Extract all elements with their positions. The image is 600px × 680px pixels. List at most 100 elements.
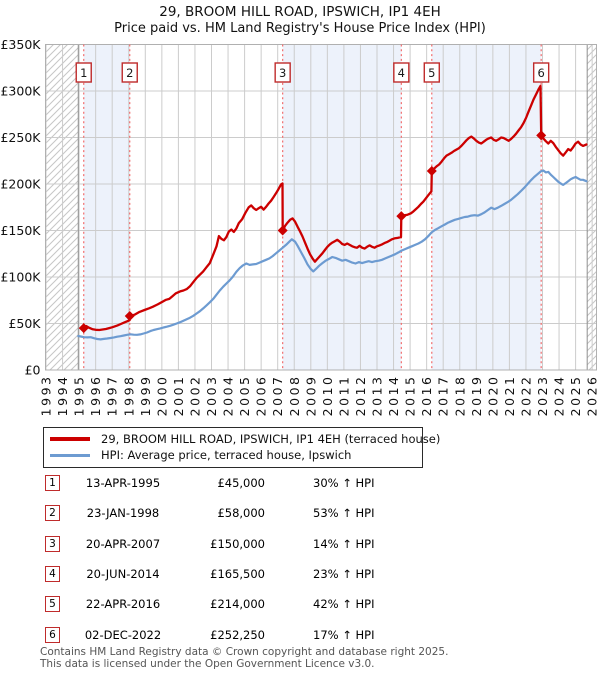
sale-vs-hpi: 17% ↑ HPI bbox=[313, 628, 375, 642]
sale-number-badge: 5 bbox=[45, 596, 60, 612]
x-axis-tick-label: 2013 bbox=[370, 375, 385, 417]
sale-marker-diamond bbox=[78, 323, 89, 334]
property-line-swatch bbox=[50, 437, 90, 441]
sale-price: £150,000 bbox=[210, 537, 265, 551]
sale-number-box bbox=[274, 62, 291, 83]
x-axis-tick-label: 2017 bbox=[436, 375, 451, 417]
y-axis-tick-label: £100K bbox=[0, 270, 41, 285]
sale-number-box bbox=[423, 62, 440, 83]
ownership-band bbox=[431, 44, 542, 370]
sale-vs-hpi: 14% ↑ HPI bbox=[313, 537, 375, 551]
sale-vs-hpi: 23% ↑ HPI bbox=[313, 567, 375, 581]
x-axis-tick-label: 1995 bbox=[72, 375, 87, 417]
sale-number-box bbox=[532, 62, 550, 83]
sale-number-label: 6 bbox=[538, 66, 545, 80]
sale-price: £45,000 bbox=[217, 476, 265, 490]
x-axis-tick-label: 2025 bbox=[568, 375, 583, 417]
sale-row: 4 20-JUN-2014 £165,500 23% ↑ HPI bbox=[45, 566, 565, 585]
sale-row: 3 20-APR-2007 £150,000 14% ↑ HPI bbox=[45, 536, 565, 555]
x-axis-tick-label: 2022 bbox=[518, 375, 533, 417]
sale-number-label: 3 bbox=[279, 66, 286, 80]
license-line-1: Contains HM Land Registry data © Crown c… bbox=[40, 646, 449, 658]
no-data-hatch-left bbox=[45, 44, 79, 370]
sale-price: £214,000 bbox=[210, 597, 265, 611]
sale-number-badge: 6 bbox=[45, 627, 60, 643]
ownership-band bbox=[83, 44, 130, 370]
sale-vs-hpi: 30% ↑ HPI bbox=[313, 476, 375, 490]
sale-price: £58,000 bbox=[217, 506, 265, 520]
sale-number-box bbox=[393, 62, 410, 83]
sale-marker-diamond bbox=[277, 225, 288, 236]
x-axis-tick-label: 2004 bbox=[221, 375, 236, 417]
sale-marker-diamond bbox=[426, 165, 437, 176]
sale-number-badge: 1 bbox=[45, 475, 60, 491]
x-axis-tick-label: 2020 bbox=[485, 375, 500, 417]
page-title: 29, BROOM HILL ROAD, IPSWICH, IP1 4EH bbox=[159, 4, 441, 20]
sale-marker-diamond bbox=[396, 211, 407, 222]
page-subtitle: Price paid vs. HM Land Registry's House … bbox=[114, 21, 486, 36]
x-axis-tick-label: 2021 bbox=[502, 375, 517, 417]
x-axis-tick-label: 2007 bbox=[270, 375, 285, 417]
sale-marker-diamond bbox=[536, 130, 547, 141]
x-axis-tick-label: 2024 bbox=[552, 375, 567, 417]
sale-number-badge: 2 bbox=[45, 505, 60, 521]
y-axis-tick-label: £250K bbox=[0, 130, 41, 145]
x-axis-tick-label: 1999 bbox=[138, 375, 153, 417]
x-axis-tick-label: 1997 bbox=[105, 375, 120, 417]
legend-label-hpi: HPI: Average price, terraced house, Ipsw… bbox=[101, 448, 352, 462]
x-axis-tick-label: 1998 bbox=[121, 375, 136, 417]
x-axis-tick-label: 2005 bbox=[237, 375, 252, 417]
sale-row: 6 02-DEC-2022 £252,250 17% ↑ HPI bbox=[45, 627, 565, 646]
x-axis-tick-label: 2002 bbox=[187, 375, 202, 417]
sale-vs-hpi: 42% ↑ HPI bbox=[313, 597, 375, 611]
x-axis-tick-label: 2019 bbox=[469, 375, 484, 417]
x-axis-tick-label: 2026 bbox=[585, 375, 600, 417]
sale-number-label: 1 bbox=[80, 66, 87, 80]
sale-number-badge: 3 bbox=[45, 536, 60, 552]
sale-marker-diamond bbox=[124, 311, 135, 322]
x-axis-tick-label: 2012 bbox=[353, 375, 368, 417]
x-axis-tick-label: 2014 bbox=[386, 375, 401, 417]
sale-date: 20-APR-2007 bbox=[85, 537, 161, 551]
x-axis-tick-label: 2001 bbox=[171, 375, 186, 417]
sale-price: £165,500 bbox=[210, 567, 265, 581]
x-axis-tick-label: 2018 bbox=[452, 375, 467, 417]
legend-label-property: 29, BROOM HILL ROAD, IPSWICH, IP1 4EH (t… bbox=[101, 432, 441, 446]
sale-date: 13-APR-1995 bbox=[85, 476, 161, 490]
sale-number-box bbox=[121, 62, 138, 83]
x-axis-tick-label: 2000 bbox=[154, 375, 169, 417]
hpi-line-swatch bbox=[50, 453, 90, 457]
sale-row: 1 13-APR-1995 £45,000 30% ↑ HPI bbox=[45, 475, 565, 494]
sale-row: 5 22-APR-2016 £214,000 42% ↑ HPI bbox=[45, 596, 565, 615]
sale-number-box bbox=[75, 62, 92, 83]
x-axis-tick-label: 2010 bbox=[320, 375, 335, 417]
sale-number-badge: 4 bbox=[45, 566, 60, 582]
sale-number-label: 2 bbox=[126, 66, 133, 80]
x-axis-tick-label: 2003 bbox=[204, 375, 219, 417]
x-axis-tick-label: 1994 bbox=[55, 375, 70, 417]
ownership-band bbox=[282, 44, 402, 370]
x-axis-tick-label: 1993 bbox=[39, 375, 54, 417]
price-history-chart: 1 2 3 4 5 6 £0 £50K £100K £150K £200K £250K £300K £35… bbox=[0, 38, 600, 417]
y-axis-tick-label: £350K bbox=[0, 38, 41, 52]
legend-item-property: 29, BROOM HILL ROAD, IPSWICH, IP1 4EH (t… bbox=[50, 431, 440, 447]
x-axis-tick-label: 2008 bbox=[287, 375, 302, 417]
y-axis-tick-label: £0 bbox=[25, 363, 41, 378]
sale-date: 23-JAN-1998 bbox=[86, 506, 160, 520]
x-axis-tick-label: 1996 bbox=[88, 375, 103, 417]
sale-row: 2 23-JAN-1998 £58,000 53% ↑ HPI bbox=[45, 505, 565, 524]
license-line-2: This data is licensed under the Open Gov… bbox=[40, 657, 375, 670]
sale-number-label: 4 bbox=[398, 66, 405, 80]
chart-legend: 29, BROOM HILL ROAD, IPSWICH, IP1 4EH (t… bbox=[43, 427, 440, 468]
x-axis-tick-label: 2015 bbox=[403, 375, 418, 417]
plot-border bbox=[45, 44, 597, 371]
property-price-line bbox=[82, 84, 588, 332]
license-footer: Contains HM Land Registry data © Crown c… bbox=[40, 646, 600, 670]
x-axis-tick-label: 2011 bbox=[336, 375, 351, 417]
hpi-line bbox=[77, 169, 588, 341]
y-axis-tick-label: £150K bbox=[0, 223, 41, 238]
sale-vs-hpi: 53% ↑ HPI bbox=[313, 506, 375, 520]
y-axis-tick-label: £50K bbox=[8, 316, 41, 331]
y-axis-tick-label: £300K bbox=[0, 84, 41, 99]
